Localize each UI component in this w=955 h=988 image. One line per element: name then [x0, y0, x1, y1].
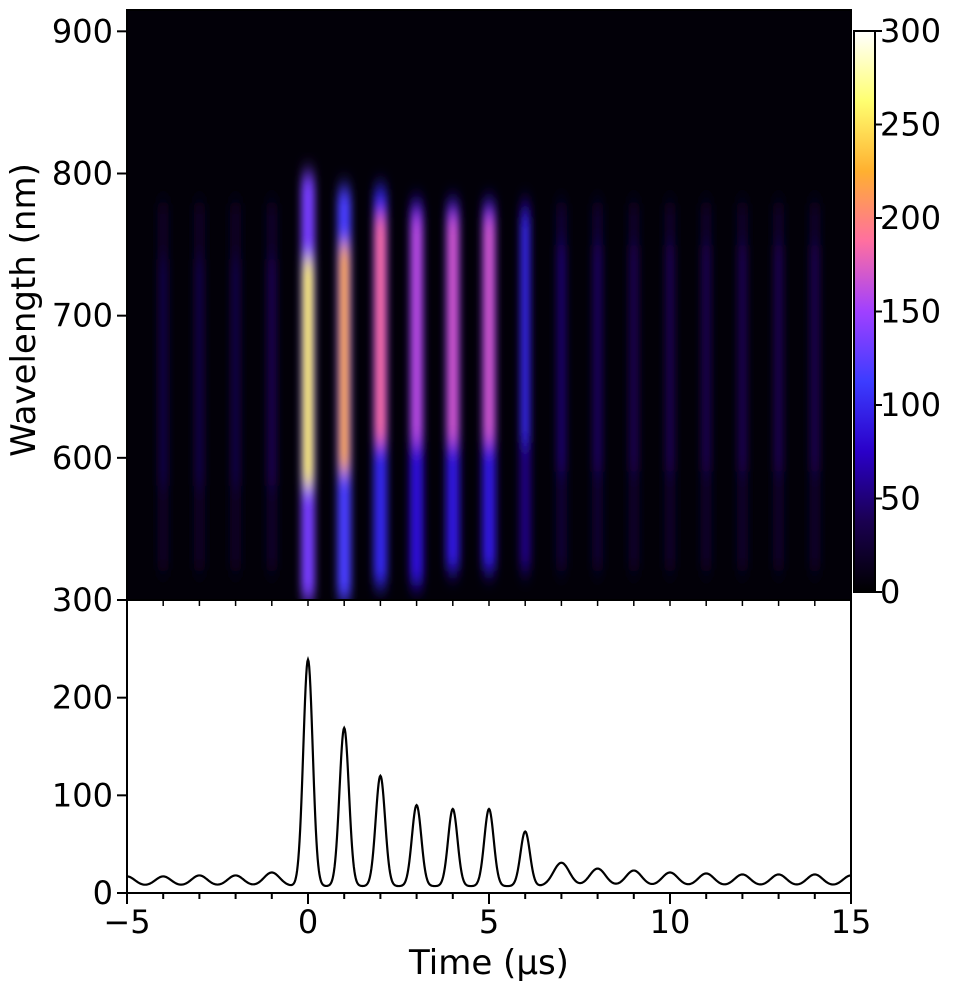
heatmap-stripe-core [811, 244, 819, 473]
colorbar-tick-label: 250 [880, 106, 941, 144]
colorbar-ticks: 0 50 100 150 200 250 300 [875, 12, 941, 611]
colorbar-tick-label: 100 [880, 386, 941, 424]
heatmap-stripe-core [303, 258, 313, 487]
heatmap-stripe-core [630, 244, 638, 473]
colorbar-tick-label: 150 [880, 293, 941, 331]
x-axis-title: Time (μs) [408, 943, 569, 983]
y-tick-label: 300 [52, 581, 113, 619]
y-tick-label: 200 [52, 679, 113, 717]
y-tick-label: 900 [52, 12, 113, 50]
heatmap-stripe-core [447, 216, 458, 444]
x-tick-label: 5 [479, 903, 499, 941]
y-tick-label: 0 [93, 874, 113, 912]
heatmap-stripe-core [594, 244, 602, 473]
heatmap-stripe-core [775, 244, 783, 473]
x-tick-label: −5 [103, 903, 150, 941]
colorbar-gradient [853, 30, 876, 593]
colorbar-tick-label: 50 [880, 480, 921, 518]
heatmap-y-axis-title: Wavelength (nm) [4, 163, 44, 457]
line-plot-area [127, 600, 851, 893]
heatmap-stripe-core [339, 244, 350, 473]
line-x-axis: −5 0 5 10 15 [103, 600, 871, 941]
heatmap-stripe-core [666, 244, 674, 473]
heatmap-stripe-core [411, 216, 422, 444]
heatmap-stripe-core [232, 258, 240, 487]
heatmap-stripe-core [484, 216, 494, 444]
colorbar-tick-label: 200 [880, 199, 941, 237]
x-tick-label: 0 [298, 903, 318, 941]
heatmap-stripe-core [557, 244, 565, 473]
line-y-axis: 0 100 200 [52, 599, 127, 912]
heatmap-y-axis: 900 800 700 600 300 [52, 12, 127, 619]
heatmap-stripe-core [195, 258, 203, 487]
series-line [126, 656, 852, 888]
heatmap-panel: 900 800 700 600 300 Wavelength (nm) [4, 9, 852, 619]
heatmap-stripe-core [738, 244, 746, 473]
heatmap-stripe-core [702, 244, 710, 473]
y-tick-label: 800 [52, 154, 113, 192]
heatmap-stripe-core [375, 216, 386, 444]
heatmap-stripes [157, 173, 821, 601]
heatmap-stripe-core [521, 216, 529, 444]
heatmap-stripe-core [159, 258, 167, 487]
x-tick-label: 10 [650, 903, 691, 941]
colorbar-tick-label: 0 [880, 573, 900, 611]
colorbar-tick-label: 300 [880, 12, 941, 50]
heatmap-stripe-core [268, 258, 276, 487]
y-tick-label: 700 [52, 297, 113, 335]
colorbar: 0 50 100 150 200 250 300 [853, 12, 941, 611]
x-tick-label: 15 [831, 903, 872, 941]
y-tick-label: 100 [52, 776, 113, 814]
y-tick-label: 600 [52, 439, 113, 477]
